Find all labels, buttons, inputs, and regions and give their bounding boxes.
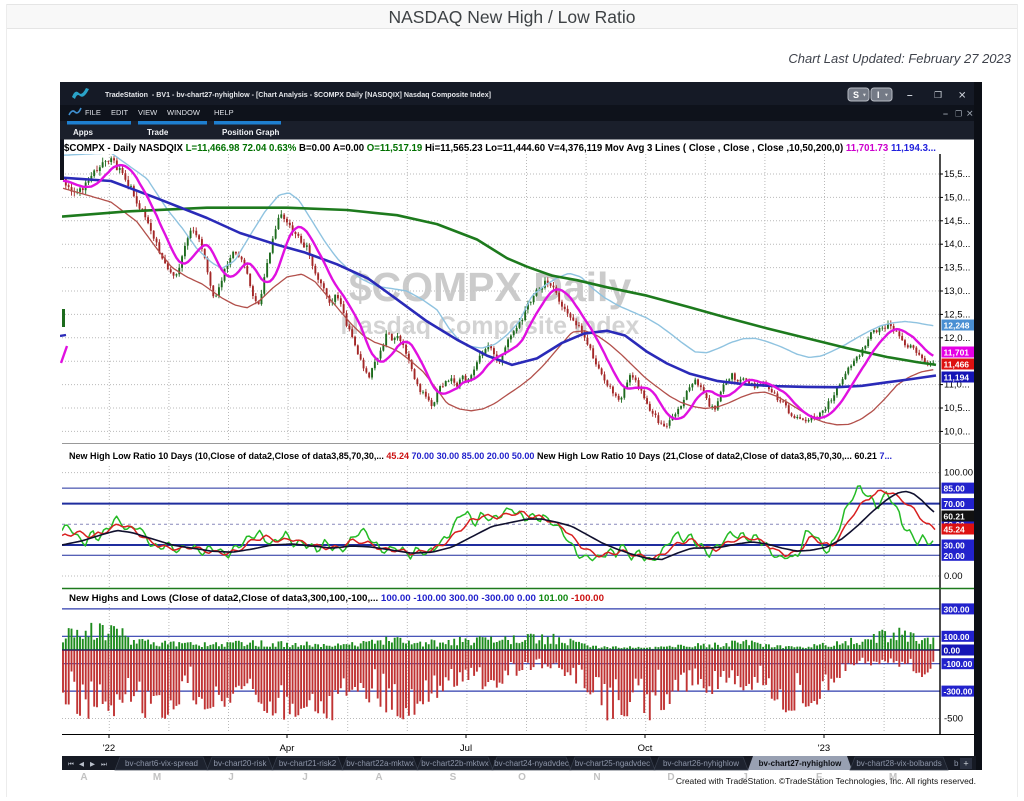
svg-text:M: M: [889, 772, 897, 783]
svg-text:I: I: [877, 90, 880, 100]
svg-text:15,0...: 15,0...: [944, 192, 970, 203]
svg-text:bv-chart21-risk2: bv-chart21-risk2: [279, 759, 337, 768]
svg-text:100.00: 100.00: [944, 632, 970, 642]
svg-text:–: –: [907, 90, 913, 101]
svg-text:+: +: [963, 759, 968, 769]
svg-text:11,194: 11,194: [944, 373, 970, 383]
svg-text:A: A: [375, 772, 382, 783]
svg-text:-100.00: -100.00: [944, 659, 973, 669]
svg-text:11,701: 11,701: [944, 348, 970, 358]
svg-text:bv-chart22b-mktwx: bv-chart22b-mktwx: [421, 759, 489, 768]
svg-text:✕: ✕: [958, 91, 966, 102]
svg-text:Oct: Oct: [638, 743, 653, 754]
svg-text:⏭: ⏭: [101, 761, 107, 768]
svg-text:F: F: [816, 772, 822, 783]
svg-text:O: O: [518, 772, 526, 783]
svg-text:✕: ✕: [966, 109, 974, 119]
svg-text:85.00: 85.00: [944, 484, 966, 494]
svg-text:EDIT: EDIT: [111, 108, 129, 117]
svg-text:Created with TradeStation. ©Tr: Created with TradeStation. ©TradeStation…: [676, 776, 976, 786]
svg-text:HELP: HELP: [214, 108, 234, 117]
svg-text:10,0...: 10,0...: [944, 426, 970, 437]
svg-text:100.00: 100.00: [944, 468, 973, 479]
svg-text:New High Low Ratio 10 Days (10: New High Low Ratio 10 Days (10,Close of …: [69, 451, 892, 462]
svg-text:❐: ❐: [934, 90, 942, 100]
svg-text:11,466: 11,466: [944, 360, 970, 370]
svg-text:b: b: [954, 759, 959, 768]
svg-text:12,248: 12,248: [944, 321, 970, 331]
svg-text:▶: ▶: [90, 761, 96, 768]
svg-text:J: J: [228, 772, 234, 783]
svg-text:N: N: [593, 772, 600, 783]
svg-text:◀: ◀: [79, 761, 85, 768]
svg-text:11,0...: 11,0...: [944, 380, 970, 391]
svg-text:⏮: ⏮: [68, 761, 74, 768]
svg-text:D: D: [667, 772, 674, 783]
svg-text:14,5...: 14,5...: [944, 216, 970, 227]
svg-text:13,0...: 13,0...: [944, 286, 970, 297]
svg-text:bv-chart27-nyhighlow: bv-chart27-nyhighlow: [759, 759, 842, 768]
svg-text:12,5...: 12,5...: [944, 309, 970, 320]
svg-text:WINDOW: WINDOW: [167, 108, 201, 117]
svg-text:▾: ▾: [885, 93, 888, 99]
svg-text:bv-chart26-nyhighlow: bv-chart26-nyhighlow: [663, 759, 739, 768]
svg-text:TradeStation - BV1 - bv-chart: TradeStation - BV1 - bv-chart27-nyhighlo…: [105, 90, 491, 99]
svg-text:–: –: [943, 109, 948, 119]
svg-text:Trade: Trade: [147, 128, 169, 137]
svg-text:bv-chart22a-mktwx: bv-chart22a-mktwx: [346, 759, 414, 768]
svg-text:20.00: 20.00: [944, 551, 966, 561]
svg-text:30.00: 30.00: [944, 541, 966, 551]
svg-text:bv-chart6-vix-spread: bv-chart6-vix-spread: [125, 759, 198, 768]
svg-text:60.21: 60.21: [944, 512, 966, 522]
svg-text:$COMPX - Daily NASDQIX L=11,46: $COMPX - Daily NASDQIX L=11,466.98 72.04…: [64, 143, 936, 154]
svg-text:45.24: 45.24: [944, 525, 966, 535]
svg-text:15,5...: 15,5...: [944, 169, 970, 180]
svg-text:❐: ❐: [955, 110, 962, 119]
svg-text:70.00: 70.00: [944, 499, 966, 509]
svg-text:Apps: Apps: [73, 128, 94, 137]
svg-text:13,5...: 13,5...: [944, 263, 970, 274]
svg-text:0.00: 0.00: [944, 571, 963, 582]
svg-text:J: J: [302, 772, 308, 783]
svg-text:300.00: 300.00: [944, 604, 970, 614]
svg-text:'23: '23: [818, 743, 830, 754]
svg-text:'22: '22: [103, 743, 115, 754]
svg-text:$COMPX Daily: $COMPX Daily: [349, 264, 632, 310]
svg-text:▾: ▾: [863, 93, 866, 99]
svg-text:bv-chart20-risk: bv-chart20-risk: [214, 759, 268, 768]
svg-text:M: M: [153, 772, 161, 783]
svg-text:Jul: Jul: [460, 743, 472, 754]
svg-text:New Highs and Lows (Close of d: New Highs and Lows (Close of data2,Close…: [69, 593, 604, 604]
svg-text:Apr: Apr: [280, 743, 295, 754]
svg-text:S: S: [450, 772, 457, 783]
svg-text:-500: -500: [944, 714, 963, 725]
svg-text:VIEW: VIEW: [138, 108, 158, 117]
svg-text:J: J: [742, 772, 748, 783]
svg-text:bv-chart25-ngadvdec: bv-chart25-ngadvdec: [575, 759, 650, 768]
svg-text:A: A: [80, 772, 87, 783]
svg-text:bv-chart28-vix-bolbands: bv-chart28-vix-bolbands: [856, 759, 941, 768]
svg-text:-300.00: -300.00: [944, 687, 973, 697]
svg-text:0.00: 0.00: [944, 646, 961, 656]
svg-text:bv-chart24-nyadvdec: bv-chart24-nyadvdec: [494, 759, 569, 768]
svg-text:12,0...: 12,0...: [944, 333, 970, 344]
svg-text:14,0...: 14,0...: [944, 239, 970, 250]
svg-text:Position Graph: Position Graph: [222, 128, 279, 137]
svg-text:S: S: [853, 90, 859, 100]
svg-text:FILE: FILE: [85, 108, 101, 117]
svg-text:10,5...: 10,5...: [944, 403, 970, 414]
